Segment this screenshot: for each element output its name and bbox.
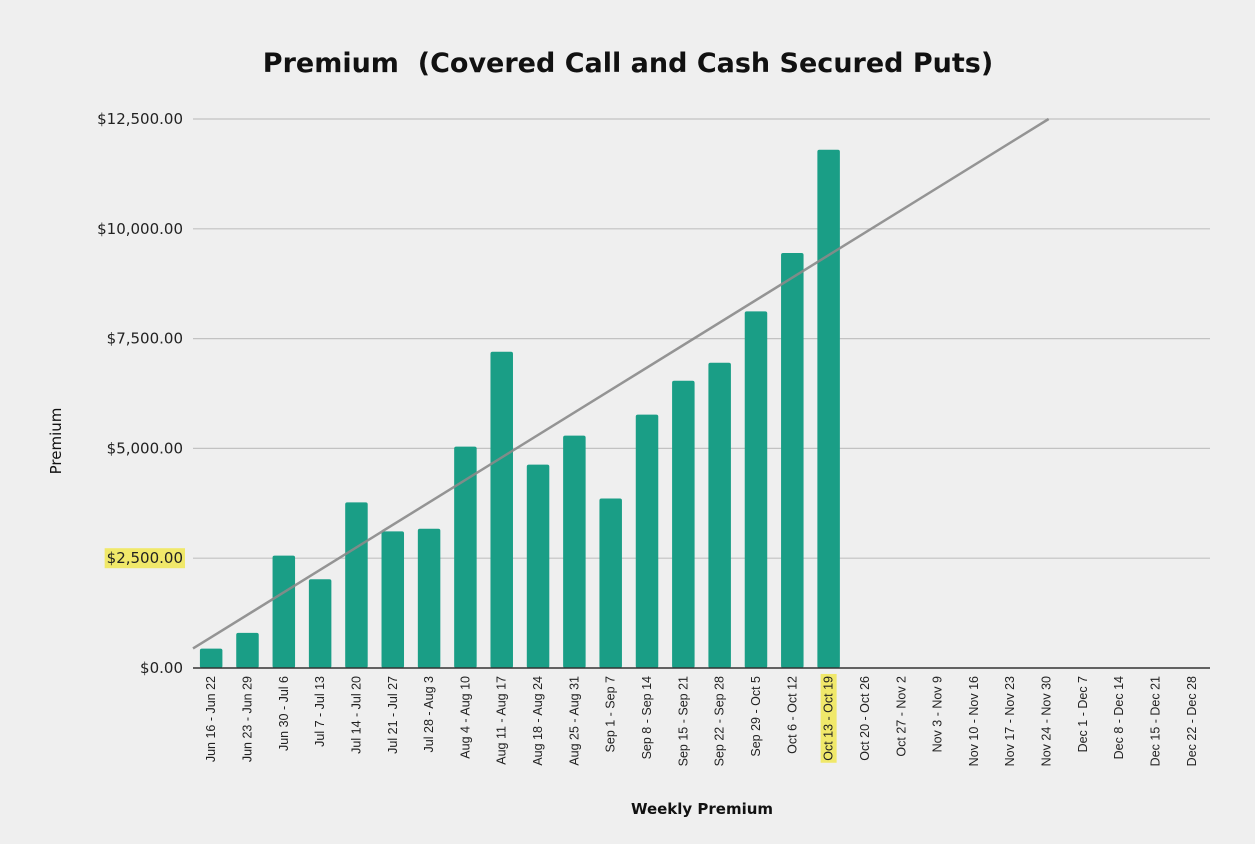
bar	[744, 311, 768, 668]
bar	[381, 531, 405, 668]
bar	[526, 464, 550, 668]
bar	[599, 498, 622, 668]
x-tick-label: Oct 13 - Oct 19	[822, 676, 836, 761]
bar	[345, 502, 368, 668]
x-tick-label: Nov 24 - Nov 30	[1040, 676, 1054, 766]
bar	[272, 555, 296, 668]
x-tick-label: Nov 3 - Nov 9	[931, 676, 945, 752]
x-tick-label: Sep 29 - Oct 5	[749, 676, 763, 757]
trendline	[192, 117, 1050, 650]
bar	[454, 446, 477, 668]
x-tick-label: Jun 23 - Jun 29	[240, 676, 254, 762]
bar	[635, 414, 659, 668]
x-tick-label: Sep 15 - Sep 21	[676, 676, 690, 766]
bar	[672, 380, 695, 668]
bar-series	[199, 149, 840, 668]
y-axis-title: Premium	[47, 408, 65, 475]
x-tick-label: Aug 18 - Aug 24	[531, 676, 545, 766]
x-tick-label: Jun 16 - Jun 22	[204, 676, 218, 762]
x-tick-label: Dec 22 - Dec 28	[1185, 676, 1199, 766]
y-tick-label: $12,500.00	[97, 110, 183, 128]
gridlines	[193, 118, 1210, 559]
y-tick-label: $0.00	[140, 659, 183, 677]
bar	[708, 362, 731, 668]
x-axis-title: Weekly Premium	[631, 800, 773, 818]
bar	[817, 149, 840, 668]
bar	[490, 351, 513, 668]
x-tick-label: Oct 20 - Oct 26	[858, 676, 872, 761]
bar	[417, 528, 441, 668]
x-tick-highlight	[820, 673, 837, 763]
bar	[199, 648, 223, 668]
x-tick-label: Sep 8 - Sep 14	[640, 676, 654, 759]
x-tick-label: Jun 30 - Jul 6	[277, 676, 291, 751]
y-tick-label: $7,500.00	[107, 330, 183, 348]
x-tick-label: Dec 15 - Dec 21	[1149, 676, 1163, 766]
x-tick-label: Sep 22 - Sep 28	[713, 676, 727, 766]
y-tick-label: $2,500.00	[107, 549, 183, 567]
x-tick-label: Sep 1 - Sep 7	[604, 676, 618, 752]
chart-title: Premium (Covered Call and Cash Secured P…	[263, 48, 993, 79]
y-axis-tick-labels: $0.00 $2,500.00 $5,000.00 $7,500.00 $10,000.…	[97, 110, 185, 677]
x-tick-label: Oct 27 - Nov 2	[894, 676, 908, 757]
bar	[308, 579, 332, 668]
x-tick-label: Dec 1 - Dec 7	[1076, 676, 1090, 752]
x-tick-label: Dec 8 - Dec 14	[1112, 676, 1126, 759]
bar	[781, 252, 804, 668]
y-tick-label: $10,000.00	[97, 220, 183, 238]
x-tick-label: Aug 11 - Aug 17	[495, 676, 509, 765]
x-tick-label: Jul 14 - Jul 20	[349, 676, 363, 754]
x-tick-label: Jul 21 - Jul 27	[386, 676, 400, 754]
x-tick-label: Aug 25 - Aug 31	[567, 676, 581, 766]
trendline-path	[192, 117, 1050, 650]
x-tick-label: Aug 4 - Aug 10	[458, 676, 472, 759]
y-tick-highlight	[104, 548, 185, 569]
x-tick-label: Jul 28 - Aug 3	[422, 676, 436, 752]
x-tick-label: Oct 6 - Oct 12	[785, 676, 799, 754]
bar	[236, 632, 259, 668]
bar	[563, 435, 586, 668]
x-axis-tick-labels: Jun 16 - Jun 22 Jun 23 - Jun 29 Jun 30 - J…	[204, 673, 1199, 766]
x-tick-label: Nov 10 - Nov 16	[967, 676, 981, 766]
x-tick-label: Jul 7 - Jul 13	[313, 676, 327, 747]
x-tick-label: Nov 17 - Nov 23	[1003, 676, 1017, 766]
y-tick-label: $5,000.00	[107, 439, 183, 457]
